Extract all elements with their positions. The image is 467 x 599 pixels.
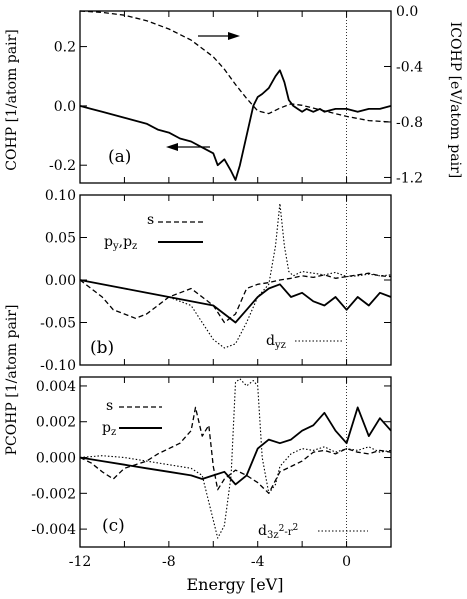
- panel-b-frame: [79, 194, 392, 366]
- panel-b-legend: s py,pz dyz: [104, 212, 344, 351]
- y-tick-label: 0.00: [45, 273, 76, 289]
- panel-a: 0.2 0.0 -0.2 0.0 -0.4 -0.8 -1.2 (a) COHP [1/at…: [4, 4, 463, 186]
- panel-c-frame: [79, 376, 392, 548]
- series-line-solid: [79, 279, 392, 324]
- y-tick-label: 0.05: [45, 231, 76, 247]
- right-arrow-icon: [198, 32, 240, 40]
- panel-a-ylabel-left: COHP [1/atom pair]: [4, 29, 20, 170]
- y-tick-label: 0.000: [36, 451, 76, 467]
- panel-a-series: [79, 10, 392, 181]
- series-line-dashed: [79, 272, 392, 324]
- legend-entry-pz-c: pz: [102, 420, 116, 438]
- y-tick-label: 0.2: [54, 40, 76, 56]
- legend-entry-s-c: s: [106, 398, 113, 414]
- y-tick-label: -0.004: [31, 522, 76, 538]
- y-tick-label-right: -0.8: [396, 115, 423, 131]
- x-tick-label: -8: [162, 554, 176, 570]
- x-axis-label: Energy [eV]: [187, 575, 284, 594]
- y-tick-label-right: 0.0: [396, 4, 418, 20]
- panel-a-ticks: 0.2 0.0 -0.2 0.0 -0.4 -0.8 -1.2: [49, 4, 423, 186]
- series-line-dashed: [79, 10, 392, 123]
- panel-c-ticks: 0.004 0.002 0.000 -0.002 -0.004 -12 -8 -4 0: [31, 377, 392, 570]
- y-tick-label: -0.002: [31, 486, 76, 502]
- x-tick-label: 0: [342, 554, 351, 570]
- panel-c-label: (c): [102, 516, 125, 536]
- x-tick-label: -12: [69, 554, 92, 570]
- panel-c-series: [79, 378, 392, 539]
- series-line-dashed: [79, 406, 392, 494]
- series-line-dotted: [79, 202, 392, 349]
- legend-entry-py-pz: py,pz: [104, 234, 137, 252]
- left-arrow-icon: [166, 143, 210, 151]
- y-tick-label-right: -0.4: [396, 59, 423, 75]
- legend-entry-s: s: [147, 212, 154, 228]
- panel-a-ylabel-right: ICOHP [eV/atom pair]: [447, 22, 463, 178]
- panel-b-label: (b): [90, 338, 114, 358]
- y-tick-label: 0.004: [36, 379, 76, 395]
- panel-c-ylabel-left: PCOHP [1/atom pair]: [4, 305, 20, 456]
- panel-b-ticks: 0.10 0.05 0.00 -0.05 -0.10: [40, 188, 392, 374]
- y-tick-label: -0.10: [40, 358, 76, 374]
- series-line-dotted: [79, 378, 392, 539]
- x-tick-label: -4: [251, 554, 265, 570]
- panel-b: 0.10 0.05 0.00 -0.05 -0.10 (b) s py,pz dyz: [40, 188, 392, 374]
- series-line-solid: [79, 406, 392, 486]
- y-tick-label: 0.002: [36, 415, 76, 431]
- y-tick-label: -0.05: [40, 316, 76, 332]
- legend-entry-dyz: dyz: [266, 333, 286, 351]
- panel-a-label: (a): [108, 147, 131, 167]
- legend-entry-d3z2-c: d3z2-r2: [258, 523, 298, 541]
- y-tick-label: 0.10: [45, 188, 76, 204]
- panel-b-series: [79, 202, 392, 349]
- panel-a-frame: [79, 10, 392, 184]
- y-tick-label: -0.2: [49, 158, 76, 174]
- y-tick-label: 0.0: [54, 99, 76, 115]
- y-tick-label-right: -1.2: [396, 170, 423, 186]
